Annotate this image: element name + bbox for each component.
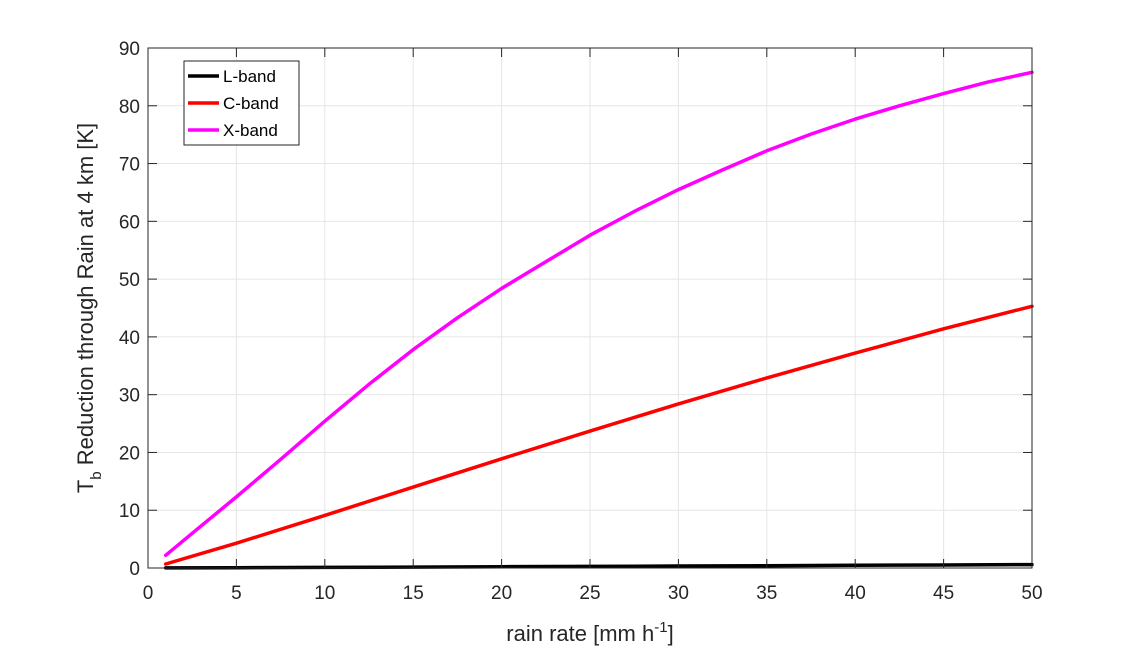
x-axis: 0 5 10 15 20 25 30 35 40 45 50 — [143, 48, 1043, 604]
y-tick-label: 0 — [129, 559, 140, 580]
y-axis-label-symbol: T — [73, 480, 98, 493]
y-axis-label: Tb Reduction through Rain at 4 km [K] — [73, 123, 105, 493]
x-tick-label: 20 — [491, 583, 512, 604]
y-tick-label: 10 — [119, 501, 140, 522]
legend: L-band C-band X-band — [183, 60, 300, 146]
x-axis-label-end: ] — [668, 621, 674, 646]
x-tick-label: 45 — [933, 583, 954, 604]
x-tick-label: 50 — [1021, 583, 1042, 604]
x-axis-label-superscript: -1 — [654, 619, 667, 636]
x-tick-label: 40 — [845, 583, 866, 604]
legend-label-l-band: L-band — [223, 67, 276, 86]
x-axis-label-main: rain rate [mm h — [506, 621, 654, 646]
x-tick-label: 0 — [143, 583, 154, 604]
y-tick-label: 60 — [119, 212, 140, 233]
y-axis-label-subscript: b — [88, 471, 105, 479]
x-axis-label: rain rate [mm h-1] — [506, 619, 673, 646]
x-tick-label: 30 — [668, 583, 689, 604]
series-line-x-band — [163, 70, 1034, 558]
y-tick-label: 30 — [119, 386, 140, 407]
y-tick-label: 70 — [119, 155, 140, 176]
x-tick-label: 35 — [756, 583, 777, 604]
y-axis: 0 10 20 30 40 50 60 70 80 90 — [119, 39, 1032, 580]
y-tick-label: 90 — [119, 39, 140, 60]
x-tick-label: 10 — [314, 583, 335, 604]
legend-label-c-band: C-band — [223, 94, 279, 113]
x-tick-label: 15 — [403, 583, 424, 604]
x-tick-label: 25 — [579, 583, 600, 604]
x-tick-label: 5 — [231, 583, 242, 604]
y-tick-label: 50 — [119, 270, 140, 291]
y-tick-label: 20 — [119, 443, 140, 464]
series-line-c-band — [163, 304, 1034, 566]
y-axis-label-rest: Reduction through Rain at 4 km [K] — [73, 123, 98, 472]
y-tick-label: 80 — [119, 97, 140, 118]
legend-label-x-band: X-band — [223, 121, 278, 140]
y-tick-label: 40 — [119, 328, 140, 349]
